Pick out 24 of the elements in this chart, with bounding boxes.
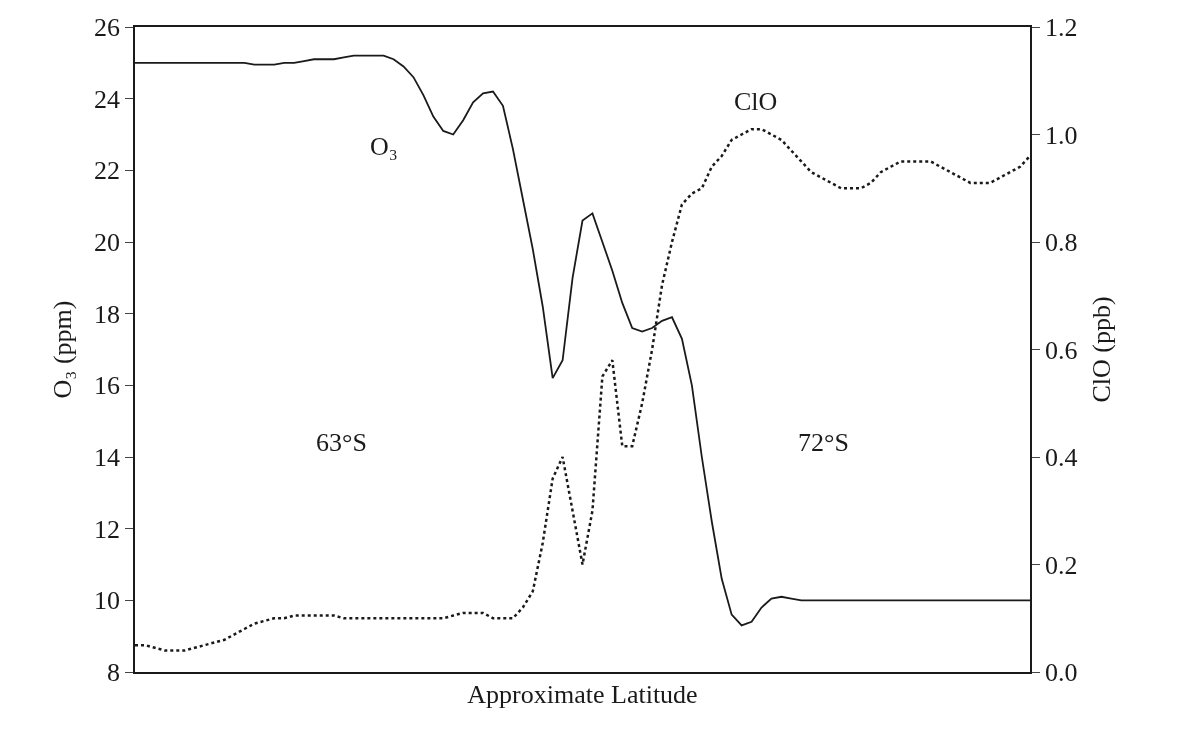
y2-tick-label: 0.8 — [1044, 228, 1078, 258]
y-tick-label: 8 — [107, 658, 121, 688]
y-tick-label: 20 — [94, 228, 121, 258]
y-tick-label: 10 — [94, 586, 121, 616]
series-label: ClO — [734, 87, 778, 116]
y-tick-label: 22 — [94, 156, 121, 186]
y-tick-label: 24 — [94, 84, 121, 114]
y2-tick-label: 1.0 — [1044, 120, 1078, 150]
y2-axis-title: ClO (ppb) — [1086, 296, 1116, 403]
y-tick-label: 26 — [94, 13, 121, 43]
annotation: 72°S — [798, 428, 849, 457]
y-tick-label: 18 — [94, 299, 121, 329]
y-tick-label: 12 — [94, 514, 121, 544]
y-axis-title: O₃ (ppm) — [47, 300, 77, 399]
x-axis-title: Approximate Latitude — [467, 679, 698, 709]
y-tick-label: 16 — [94, 371, 121, 401]
series-label: O₃ — [370, 132, 398, 161]
y2-tick-label: 0.2 — [1044, 550, 1078, 580]
y2-tick-label: 0.4 — [1044, 443, 1078, 473]
y2-tick-label: 1.2 — [1044, 13, 1078, 43]
annotation: 63°S — [316, 428, 367, 457]
y2-tick-label: 0.0 — [1044, 658, 1078, 688]
y2-tick-label: 0.6 — [1044, 335, 1078, 365]
y-tick-label: 14 — [94, 443, 121, 473]
